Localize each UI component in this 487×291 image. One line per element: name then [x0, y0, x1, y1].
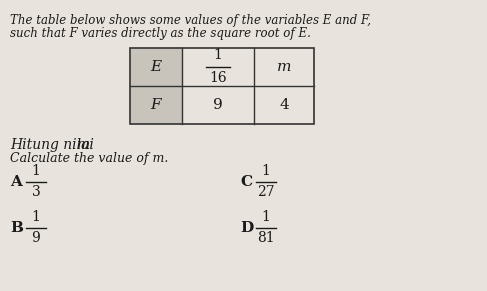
Text: .: .	[84, 138, 88, 152]
Text: 81: 81	[257, 231, 275, 245]
Text: 1: 1	[32, 164, 40, 178]
Text: Calculate the value of m.: Calculate the value of m.	[10, 152, 169, 165]
Text: m: m	[76, 138, 89, 152]
Text: 27: 27	[257, 185, 275, 199]
Text: 1: 1	[262, 164, 270, 178]
Text: 1: 1	[214, 48, 223, 62]
Text: 4: 4	[279, 98, 289, 112]
Text: such that F varies directly as the square root of E.: such that F varies directly as the squar…	[10, 27, 311, 40]
Text: 9: 9	[32, 231, 40, 245]
Text: F: F	[150, 98, 161, 112]
Text: B: B	[10, 221, 23, 235]
Text: A: A	[10, 175, 22, 189]
Text: Hitung nilai: Hitung nilai	[10, 138, 98, 152]
Text: 9: 9	[213, 98, 223, 112]
Text: The table below shows some values of the variables E and F,: The table below shows some values of the…	[10, 14, 371, 27]
Text: 1: 1	[32, 210, 40, 224]
Text: 1: 1	[262, 210, 270, 224]
Bar	[130, 48, 182, 124]
Text: E: E	[150, 60, 162, 74]
Text: C: C	[240, 175, 252, 189]
Text: m: m	[277, 60, 291, 74]
Text: 3: 3	[32, 185, 40, 199]
Text: D: D	[240, 221, 253, 235]
Text: 16: 16	[209, 71, 227, 85]
Bar	[130, 48, 314, 124]
